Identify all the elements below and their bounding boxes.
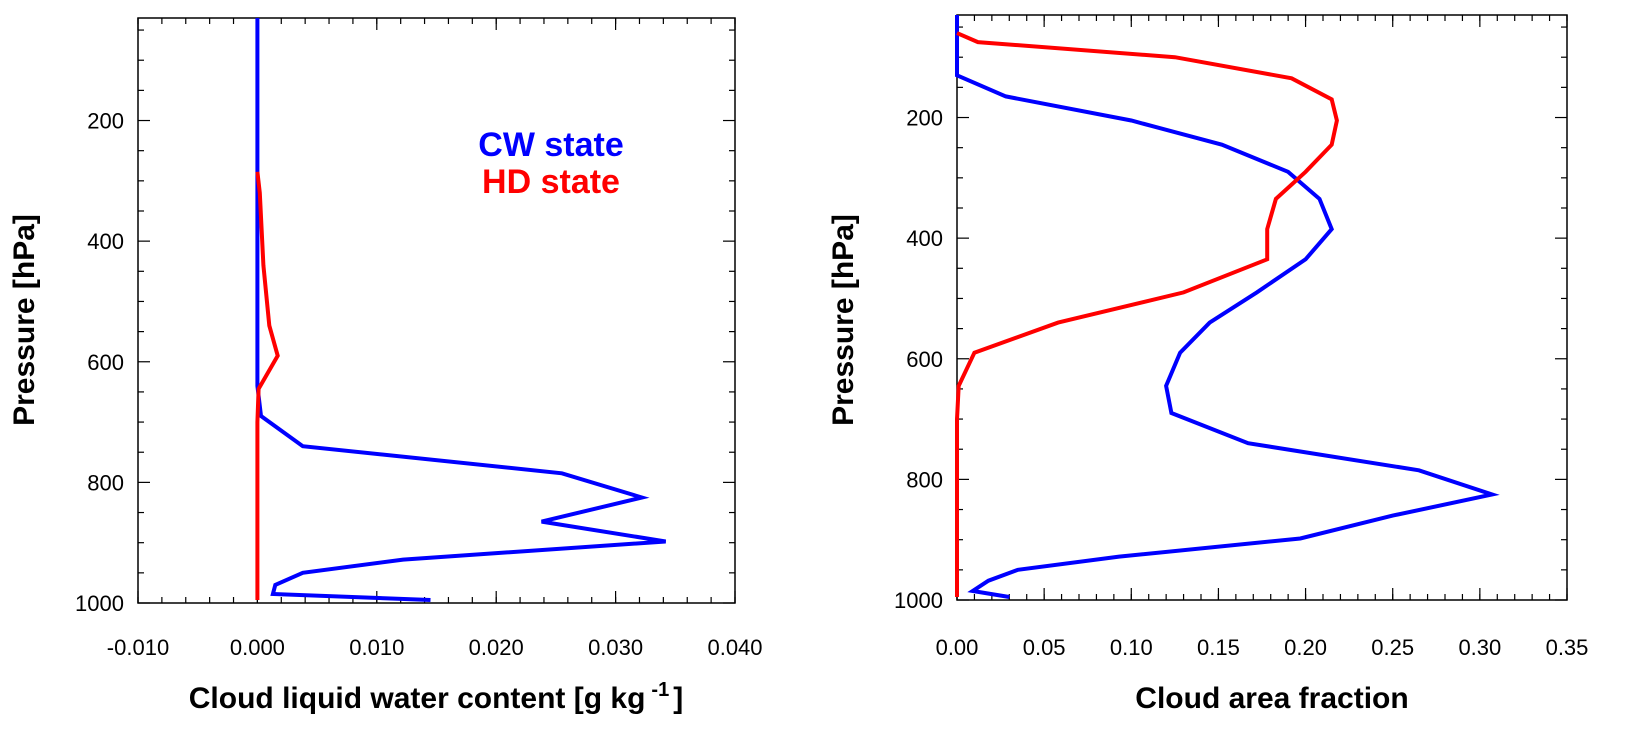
x-tick-label: 0.040	[707, 635, 762, 660]
x-tick-label: 0.020	[469, 635, 524, 660]
series-line-hd-state	[255, 171, 280, 600]
y-tick-label: 800	[906, 467, 943, 492]
y-tick-label: 1000	[75, 591, 124, 616]
y-tick-label: 200	[87, 109, 124, 134]
right-panel: 0.00 0.05 0.10 0.15 0.20 0.25 0.30 0.35 200 400 60…	[827, 14, 1589, 715]
series-line-hd-state	[955, 31, 1339, 597]
y-tick-label: 800	[87, 470, 124, 495]
x-axis-title: Cloud liquid water content [g kg -1]	[189, 679, 683, 715]
legend-entry-cw-state: CW state	[478, 126, 623, 164]
x-tick-label: 0.35	[1546, 635, 1589, 660]
y-axis-title: Pressure [hPa]	[8, 214, 41, 426]
y-tick-label: 200	[906, 106, 943, 131]
x-tick-label: 0.25	[1371, 635, 1414, 660]
x-tick-label: 0.000	[230, 635, 285, 660]
x-tick-label: 0.30	[1458, 635, 1501, 660]
x-tick-label: 0.05	[1023, 635, 1066, 660]
y-tick-label: 400	[906, 226, 943, 251]
y-tick-label: 600	[87, 350, 124, 375]
x-axis-title: Cloud area fraction	[1135, 682, 1408, 715]
x-tick-label: 0.20	[1284, 635, 1327, 660]
y-tick-label: 400	[87, 229, 124, 254]
y-axis-title: Pressure [hPa]	[827, 214, 860, 426]
series-line-cw-state	[255, 18, 667, 602]
x-tick-label: 0.15	[1197, 635, 1240, 660]
x-tick-label: -0.010	[107, 635, 169, 660]
right-plot-frame	[956, 14, 1568, 601]
series-line-cw-state	[955, 15, 1500, 599]
left-panel: -0.010 0.000 0.010 0.020 0.030 0.040 200 400 600…	[8, 17, 763, 715]
left-plot-frame	[137, 17, 736, 604]
x-tick-label: 0.010	[349, 635, 404, 660]
legend-entry-hd-state: HD state	[482, 163, 620, 201]
x-tick-label: 0.030	[588, 635, 643, 660]
y-tick-label: 1000	[894, 588, 943, 613]
y-tick-label: 600	[906, 347, 943, 372]
x-tick-label: 0.10	[1110, 635, 1153, 660]
x-tick-label: 0.00	[936, 635, 979, 660]
